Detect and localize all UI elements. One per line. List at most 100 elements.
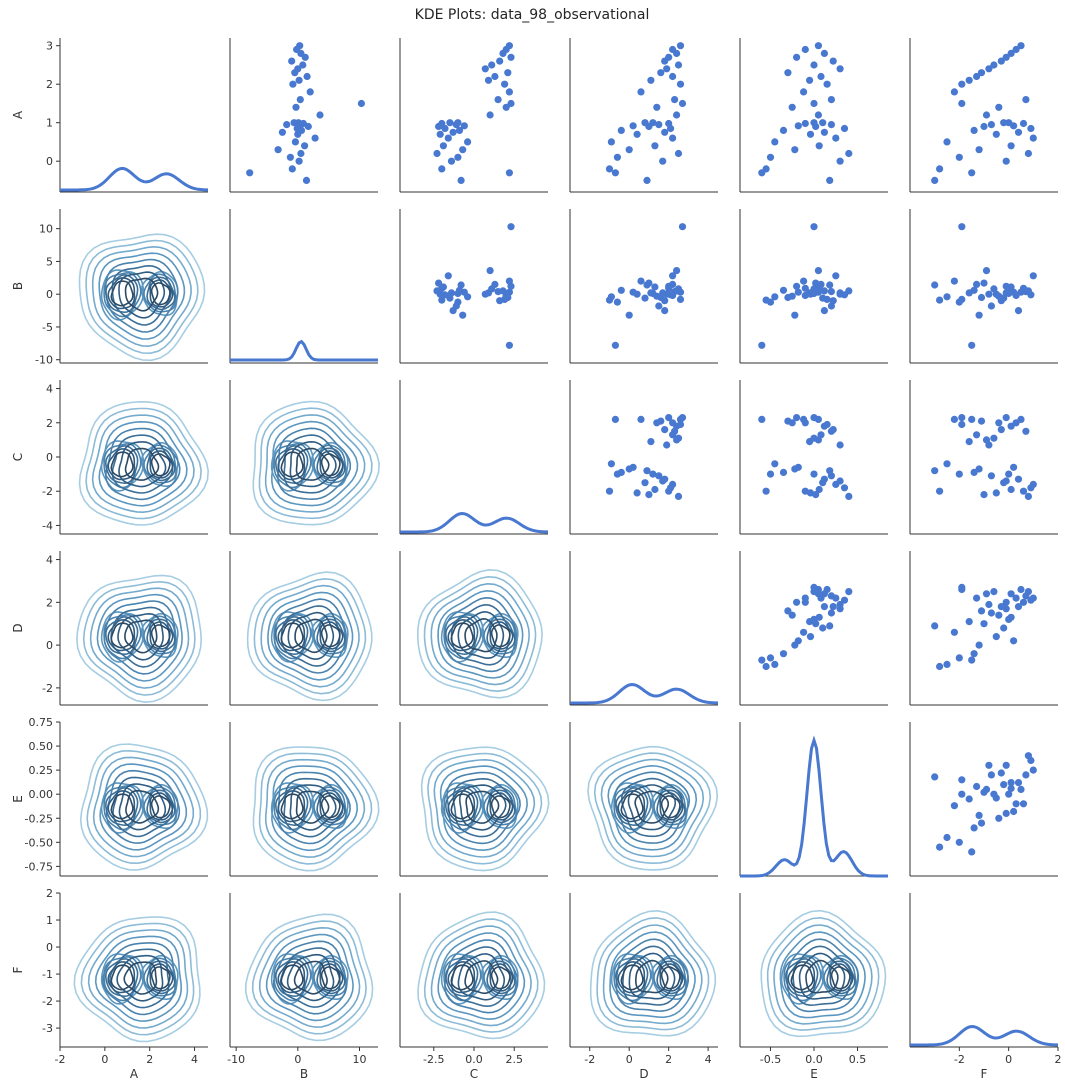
kde-contour <box>489 792 514 821</box>
kde-contour <box>423 918 539 1033</box>
y-tick-label: 0 <box>46 639 53 652</box>
kde-contour <box>483 786 517 826</box>
kde-contour <box>92 756 195 858</box>
scatter-point <box>820 307 829 315</box>
scatter-point <box>982 590 991 598</box>
scatter-point <box>836 157 844 165</box>
scatter-point <box>449 307 457 315</box>
y-tick-label: -2 <box>42 485 53 498</box>
y-tick-label: -1 <box>42 968 53 981</box>
x-tick-label: 0.0 <box>465 1053 483 1066</box>
y-tick-label: 4 <box>46 383 53 396</box>
kde-contour <box>150 624 171 648</box>
scatter-point <box>936 296 944 304</box>
scatter-point <box>1007 283 1015 291</box>
scatter-point <box>1007 784 1015 793</box>
scatter-point <box>779 126 788 134</box>
panel-E-C <box>399 722 550 877</box>
scatter-point <box>438 165 446 173</box>
panel-D-A: -2 0 2 4 D <box>11 551 208 706</box>
scatter-point <box>303 72 311 81</box>
kde-contour <box>105 769 181 844</box>
scatter-point <box>943 660 951 669</box>
y-tick-label: -2 <box>42 995 53 1008</box>
scatter-point <box>990 434 998 442</box>
scatter-point <box>820 287 829 295</box>
scatter-point <box>625 146 633 154</box>
kde-contour <box>464 617 498 653</box>
kde-contour <box>100 440 145 492</box>
kde-contour <box>316 447 346 482</box>
panel-F-A: -3 -2 -1 0 1 2 F -2 0 2 4 A <box>11 887 208 1081</box>
scatter-point <box>496 57 504 65</box>
scatter-point <box>294 130 302 138</box>
kde-contour <box>320 966 341 990</box>
scatter-point <box>274 146 282 154</box>
kde-contour <box>146 618 176 653</box>
scatter-point <box>1014 128 1023 136</box>
scatter-point <box>1014 603 1023 611</box>
panel-F-D: -2 0 2 4 D <box>569 893 718 1081</box>
scatter-point <box>800 628 808 636</box>
scatter-point <box>1014 779 1023 787</box>
scatter-point <box>291 69 299 77</box>
scatter-point <box>968 169 976 177</box>
x-tick-label: 10 <box>353 1053 367 1066</box>
scatter-point <box>987 609 996 617</box>
scatter-point <box>793 53 801 61</box>
panel-C-B <box>229 380 380 535</box>
x-tick-label: 0 <box>626 1053 633 1066</box>
scatter-point <box>832 134 840 142</box>
scatter-point <box>820 128 829 136</box>
scatter-point <box>659 157 667 165</box>
scatter-point <box>653 103 661 111</box>
y-tick-label: -10 <box>35 354 53 367</box>
scatter-point <box>301 53 309 61</box>
kde-contour <box>440 782 485 834</box>
scatter-point <box>791 146 799 154</box>
scatter-point <box>617 286 625 294</box>
scatter-point <box>505 169 513 177</box>
kde-contour <box>433 758 536 858</box>
scatter-point <box>975 641 983 649</box>
scatter-point <box>827 96 836 104</box>
panel-C-A: -4 -2 0 2 4 C <box>11 380 210 535</box>
scatter-point <box>810 223 818 231</box>
panel-B-E <box>739 209 888 364</box>
x-tick-label: 2.5 <box>505 1053 523 1066</box>
kde-contour <box>277 448 306 481</box>
scatter-point <box>460 122 468 130</box>
scatter-point <box>678 223 687 231</box>
scatter-point <box>1012 800 1020 808</box>
kde-contour <box>149 450 174 479</box>
kde-contour <box>593 752 712 865</box>
kde-contour <box>270 440 315 492</box>
y-tick-label: -0.75 <box>25 860 53 873</box>
kde-contour <box>486 618 516 653</box>
scatter-point <box>810 470 818 478</box>
x-tick-label: -2 <box>954 1053 965 1066</box>
kde-contour <box>289 784 337 831</box>
scatter-point <box>486 267 494 275</box>
scatter-point <box>793 282 801 290</box>
kde-contour <box>447 790 476 823</box>
kde-contour <box>111 434 174 494</box>
x-axis-label: A <box>130 1067 139 1081</box>
scatter-point <box>950 277 959 285</box>
panel-C-E <box>739 380 888 535</box>
scatter-point <box>832 272 840 280</box>
kde-contour <box>103 443 142 489</box>
scatter-point <box>970 650 978 658</box>
kde-contour <box>444 616 479 656</box>
scatter-point <box>958 414 966 422</box>
kde-contour <box>766 916 880 1031</box>
kde-contour <box>486 960 516 995</box>
y-tick-label: 0 <box>46 155 53 168</box>
kde-contour <box>450 946 512 1008</box>
scatter-point <box>655 472 663 480</box>
kde-contour <box>417 911 546 1040</box>
scatter-point <box>641 294 649 302</box>
scatter-point <box>1019 119 1028 128</box>
scatter-point <box>505 341 513 349</box>
